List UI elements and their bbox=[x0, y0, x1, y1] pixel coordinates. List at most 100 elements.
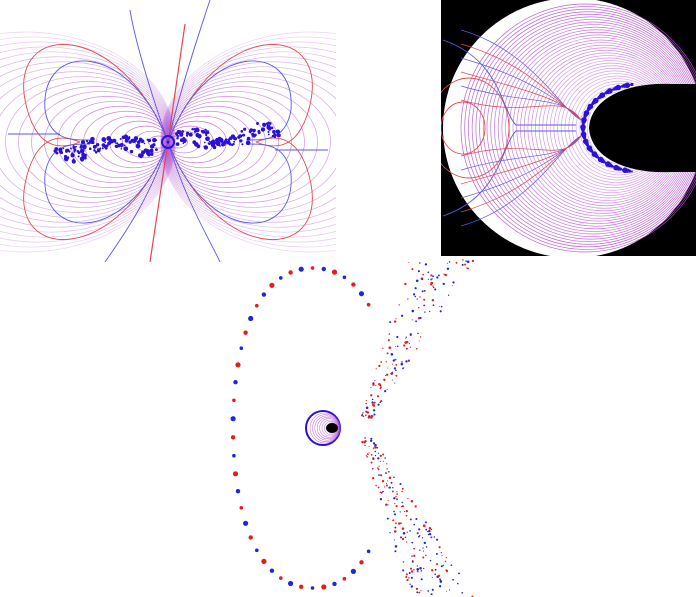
orbit-point bbox=[404, 536, 407, 539]
orbit-point bbox=[235, 362, 241, 368]
orbit-point bbox=[388, 346, 392, 349]
orbit-point bbox=[424, 263, 428, 266]
orbit-point bbox=[414, 295, 417, 298]
orbit-point bbox=[299, 584, 304, 589]
orbit-point bbox=[382, 460, 384, 462]
orbit-point bbox=[418, 528, 421, 531]
orbit-point bbox=[388, 333, 391, 335]
orbit-point bbox=[403, 344, 406, 347]
orbit-point bbox=[388, 486, 391, 489]
julia-point bbox=[62, 147, 65, 150]
orbit-point bbox=[370, 454, 373, 456]
orbit-point bbox=[416, 570, 419, 573]
orbit-point bbox=[370, 414, 373, 418]
orbit-point bbox=[440, 565, 443, 568]
julia-point bbox=[69, 147, 72, 150]
orbit-point bbox=[452, 578, 454, 581]
julia-point bbox=[262, 122, 267, 127]
orbit-point bbox=[438, 546, 441, 549]
orbit-point bbox=[361, 440, 364, 444]
orbit-point bbox=[428, 529, 431, 533]
level-curve bbox=[460, 3, 696, 253]
orbit-point bbox=[419, 296, 421, 298]
orbit-point bbox=[419, 262, 421, 264]
orbit-point bbox=[380, 400, 383, 403]
field-line bbox=[167, 141, 221, 262]
julia-point bbox=[72, 158, 75, 161]
disk-model-panel bbox=[441, 0, 696, 256]
julia-point bbox=[104, 141, 107, 144]
orbit-point bbox=[431, 278, 433, 280]
field-line bbox=[460, 57, 582, 121]
julia-point bbox=[116, 142, 119, 145]
field-line bbox=[167, 137, 313, 241]
julia-point bbox=[275, 129, 281, 134]
julia-point bbox=[205, 136, 210, 142]
julia-point bbox=[238, 134, 243, 138]
orbit-point bbox=[467, 267, 469, 270]
orbit-point bbox=[399, 483, 402, 485]
orbit-point bbox=[380, 492, 383, 494]
orbit-point bbox=[411, 560, 414, 563]
orbit-point bbox=[425, 528, 428, 531]
field-line bbox=[167, 23, 186, 143]
orbit-point bbox=[443, 273, 445, 275]
orbit-point bbox=[435, 553, 438, 555]
orbit-point bbox=[457, 582, 459, 585]
orbit-point bbox=[430, 274, 433, 277]
level-curve-left bbox=[70, 105, 171, 179]
julia-point bbox=[630, 170, 633, 173]
julia-point bbox=[267, 130, 270, 134]
julia-point bbox=[123, 144, 126, 147]
orbit-point bbox=[379, 384, 382, 387]
orbit-point bbox=[362, 412, 364, 414]
orbit-point bbox=[437, 274, 440, 277]
orbit-point bbox=[403, 367, 405, 369]
orbit-point bbox=[375, 484, 377, 487]
orbit-point bbox=[387, 367, 389, 369]
orbit-point bbox=[405, 336, 407, 338]
julia-point bbox=[176, 137, 179, 140]
julia-point bbox=[621, 168, 624, 171]
orbit-point bbox=[368, 452, 370, 454]
orbit-point bbox=[446, 267, 450, 271]
orbit-point bbox=[409, 583, 411, 585]
julia-point bbox=[124, 139, 129, 143]
orbit-point bbox=[376, 446, 379, 449]
julia-point bbox=[135, 143, 141, 149]
orbit-point bbox=[239, 346, 244, 350]
orbit-point bbox=[400, 362, 404, 366]
orbit-point bbox=[393, 476, 395, 479]
julia-point bbox=[82, 146, 86, 150]
orbit-point bbox=[410, 570, 414, 573]
julia-point bbox=[622, 167, 628, 174]
orbit-point bbox=[439, 580, 443, 584]
julia-point bbox=[133, 141, 135, 144]
field-line bbox=[460, 43, 582, 121]
orbit-point bbox=[436, 276, 439, 279]
orbit-point bbox=[378, 465, 380, 467]
julia-point bbox=[59, 150, 62, 154]
orbit-point bbox=[432, 285, 434, 287]
orbit-point bbox=[423, 289, 426, 292]
orbit-point bbox=[423, 541, 427, 545]
julia-point bbox=[613, 165, 615, 168]
julia-point bbox=[94, 151, 98, 154]
orbit-point bbox=[365, 455, 367, 457]
orbit-point bbox=[365, 402, 367, 405]
julia-point bbox=[193, 128, 196, 131]
orbit-point bbox=[431, 576, 433, 578]
orbit-point bbox=[388, 476, 392, 480]
orbit-point bbox=[402, 569, 405, 572]
julia-point bbox=[147, 138, 152, 143]
orbit-point bbox=[414, 505, 417, 508]
orbit-point bbox=[410, 576, 413, 579]
orbit-point bbox=[385, 375, 387, 377]
orbit-point bbox=[401, 537, 405, 541]
orbit-point bbox=[412, 293, 416, 296]
central-dot bbox=[166, 140, 170, 144]
orbit-point bbox=[418, 591, 421, 594]
field-line bbox=[460, 135, 582, 227]
mini-disk bbox=[305, 410, 341, 446]
orbit-point bbox=[379, 460, 381, 462]
